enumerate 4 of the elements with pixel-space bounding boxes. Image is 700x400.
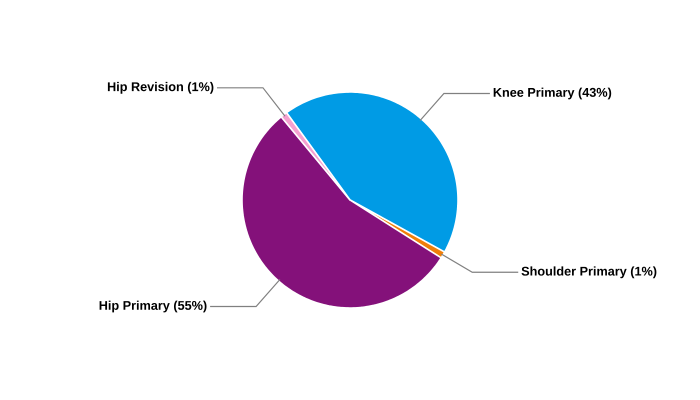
slice-label: Hip Primary (55%) (100, 300, 207, 312)
slice-label: Hip Revision (1%) (108, 82, 214, 94)
slice-label: Shoulder Primary (1%) (522, 266, 656, 278)
slice-label: Knee Primary (43%) (494, 88, 612, 100)
